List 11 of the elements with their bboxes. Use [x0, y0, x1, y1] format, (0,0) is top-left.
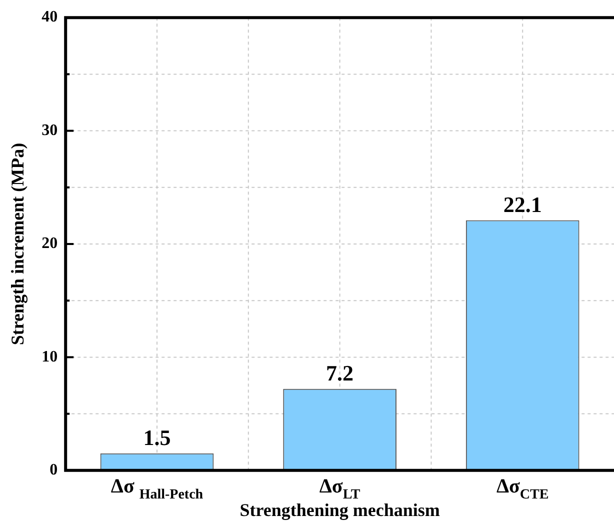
y-tick-label: 20 — [42, 235, 58, 252]
y-tick-label: 40 — [42, 8, 58, 26]
data-label: 22.1 — [503, 192, 542, 217]
y-tick-label: 0 — [50, 462, 58, 479]
x-axis-title: Strengthening mechanism — [240, 500, 440, 520]
y-axis-title: Strength increment (MPa) — [7, 142, 28, 346]
x-tick-label: Δσ Hall-Petch — [110, 475, 204, 502]
data-label: 7.2 — [326, 360, 354, 386]
y-tick-label: 10 — [42, 348, 58, 366]
data-label: 1.5 — [143, 425, 171, 450]
y-tick-label: 30 — [42, 122, 58, 139]
